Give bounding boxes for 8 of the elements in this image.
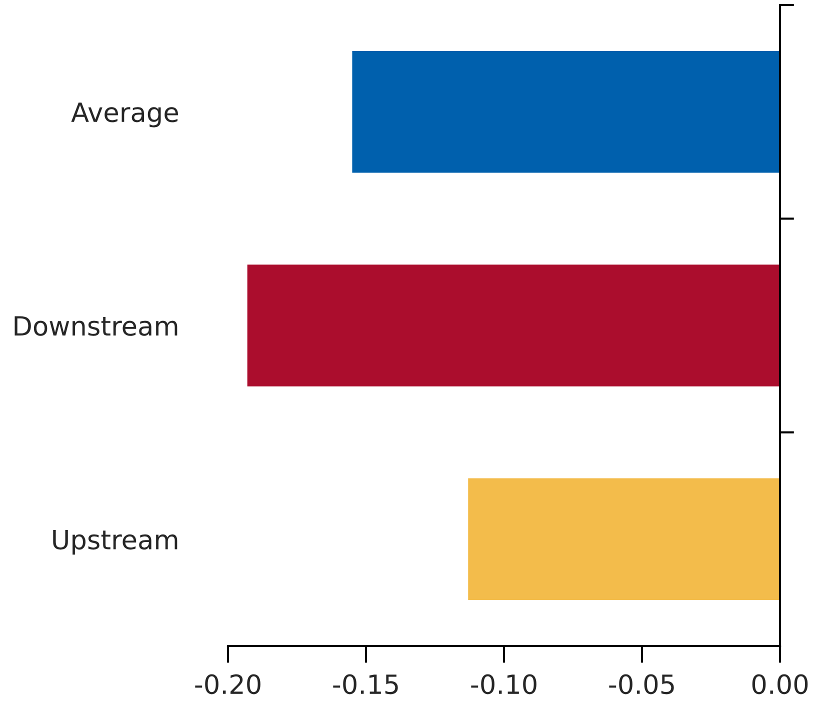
x-tick-label: -0.15 bbox=[333, 674, 398, 694]
y-tick-label: Average bbox=[71, 102, 178, 128]
x-tick-label: -0.10 bbox=[471, 674, 536, 694]
y-tick-label: Upstream bbox=[53, 530, 178, 555]
x-tick-label: -0.05 bbox=[609, 674, 674, 694]
x-tick-label: -0.20 bbox=[195, 674, 260, 694]
y-tick-label: Downstream bbox=[14, 316, 178, 336]
x-tick-label: 0.00 bbox=[752, 674, 808, 694]
